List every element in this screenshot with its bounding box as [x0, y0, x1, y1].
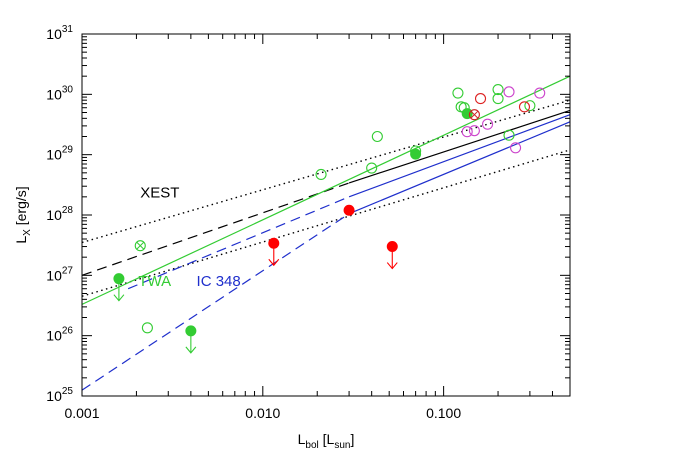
x-axis-label: Lbol [Lsun] [298, 431, 355, 451]
data-point [141, 322, 153, 334]
x-tick-label: 0.100 [426, 405, 461, 421]
fit-lines [81, 75, 571, 391]
y-tick-label: 1028 [46, 205, 73, 223]
data-point [534, 87, 546, 99]
ic348-fit-solid-line [348, 114, 571, 198]
data-point [474, 93, 487, 105]
data-point [113, 273, 125, 302]
annotation-label: TWA [138, 273, 171, 290]
data-point [185, 325, 197, 354]
y-tick-label: 1030 [46, 84, 73, 102]
xest-fit-solid-line [348, 109, 571, 184]
y-tick-label: 1025 [46, 386, 73, 404]
data-point [371, 130, 383, 143]
y-tick-label: 1029 [46, 145, 73, 163]
annotations: XEST TWA IC 348 [138, 185, 240, 291]
data-point [503, 129, 515, 141]
data-point [366, 162, 378, 174]
annotation-label: IC 348 [197, 273, 241, 290]
data-point [524, 100, 536, 112]
data-point [386, 241, 398, 270]
xest-fit-dashed-line [81, 182, 350, 276]
data-point [482, 118, 494, 130]
data-points [113, 84, 546, 354]
y-tick-label: 1027 [46, 265, 73, 283]
data-point [410, 148, 422, 160]
xest-dotted-upper-line [81, 99, 571, 244]
x-tick-label: 0.010 [245, 405, 280, 421]
data-point [461, 108, 473, 120]
data-point [492, 93, 504, 105]
x-tick-label: 0.001 [64, 405, 99, 421]
data-point [492, 84, 504, 96]
data-point [452, 87, 464, 99]
twa-fit-line [81, 75, 571, 305]
data-point [503, 86, 515, 98]
y-tick-label: 1031 [46, 24, 73, 42]
annotation-label: XEST [140, 185, 179, 202]
ic348-other-dashed-line [81, 213, 350, 391]
data-point [134, 240, 146, 252]
data-point [315, 168, 327, 181]
axis-ticks: 0.001 0.010 0.100 1025 1026 1027 1028 1029 1030 1… [46, 24, 571, 421]
data-point [518, 101, 531, 113]
y-axis-label: LX [erg/s] [13, 186, 33, 243]
data-point [468, 125, 480, 137]
data-point [268, 237, 280, 267]
y-tick-label: 1026 [46, 326, 73, 344]
data-point [461, 126, 473, 138]
ic348-fit-dashed-line [127, 196, 350, 290]
ic348-other-solid-line [348, 121, 571, 215]
data-point [343, 204, 355, 216]
data-point [510, 142, 522, 154]
data-point [468, 109, 480, 121]
